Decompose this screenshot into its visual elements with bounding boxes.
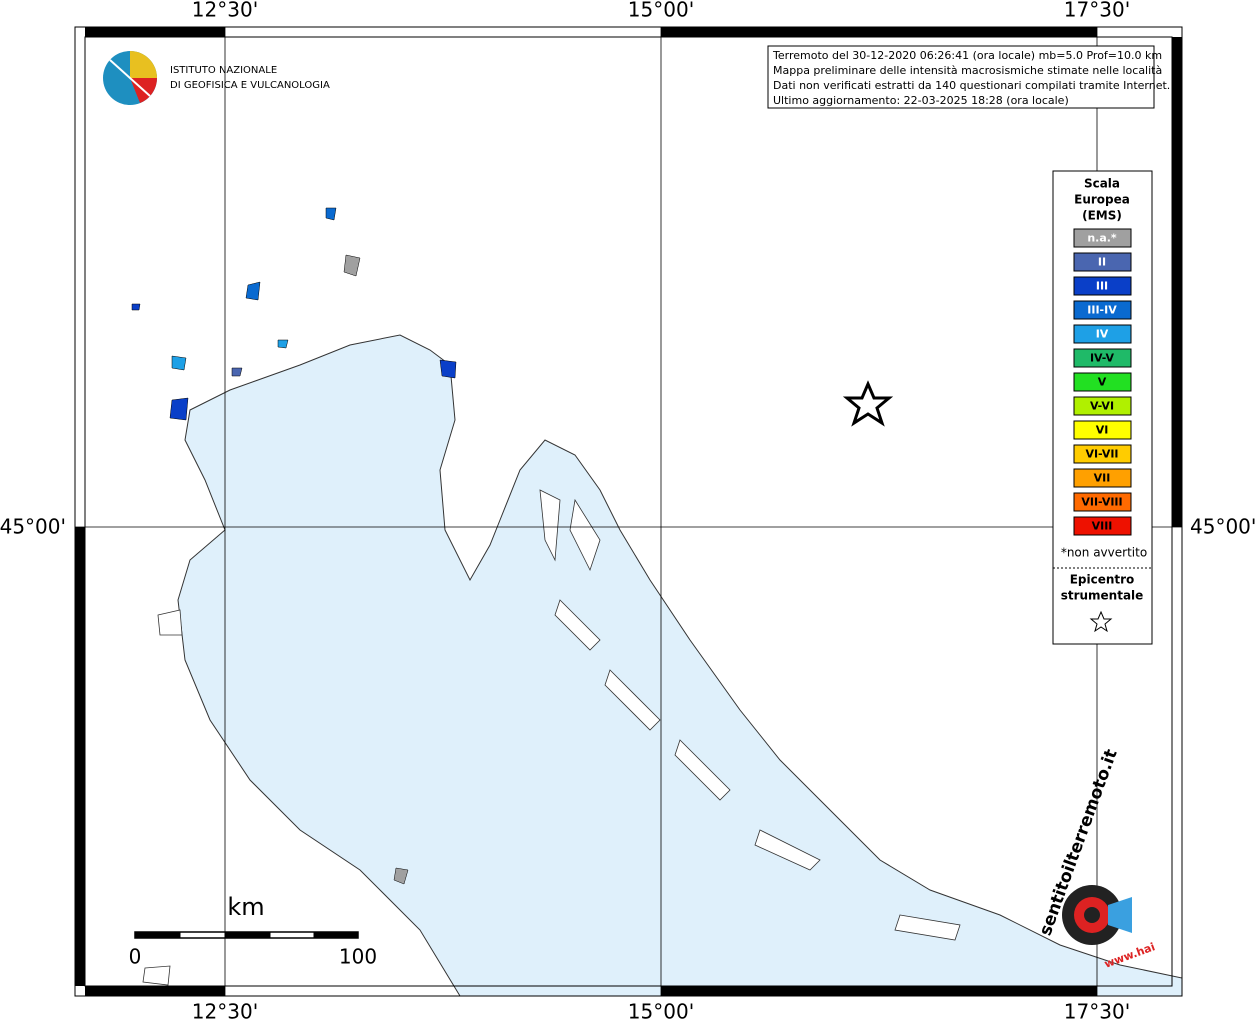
sea xyxy=(177,334,1183,997)
legend-swatch xyxy=(1073,444,1132,464)
legend-epicenter: strumentale xyxy=(1061,589,1144,603)
scale-label: 100 xyxy=(339,945,377,969)
info-line: Dati non verificati estratti da 140 ques… xyxy=(773,79,1170,92)
lon-label: 17°30' xyxy=(1064,0,1130,22)
legend-swatch xyxy=(1073,396,1132,416)
legend-label: VIII xyxy=(1092,520,1113,533)
lon-label: 12°30' xyxy=(192,1000,258,1024)
frame xyxy=(74,26,1183,997)
lat-label: 45°00' xyxy=(0,515,66,539)
legend-note: *non avvertito xyxy=(1061,546,1147,560)
legend-swatch xyxy=(1073,228,1132,248)
epicenter-star xyxy=(842,380,894,427)
legend-swatch xyxy=(1073,468,1132,488)
legend-title: Europea xyxy=(1074,193,1130,207)
legend-label: VI xyxy=(1096,424,1109,437)
lon-label: 15°00' xyxy=(628,0,694,22)
legend-swatch xyxy=(1073,348,1132,368)
lon-label: 17°30' xyxy=(1064,1000,1130,1024)
legend-label: VII-VIII xyxy=(1081,496,1122,509)
logo-line: DI GEOFISICA E VULCANOLOGIA xyxy=(170,80,330,91)
legend-label: VII xyxy=(1094,472,1111,485)
legend-swatch xyxy=(1073,276,1132,296)
legend-title: Scala xyxy=(1084,177,1120,191)
intensity-points xyxy=(131,207,457,885)
info-box xyxy=(767,45,1155,109)
ingv-logo: ISTITUTO NAZIONALE DI GEOFISICA E VULCAN… xyxy=(103,51,330,105)
legend-label: II xyxy=(1098,256,1106,269)
legend-epicenter: Epicentro xyxy=(1070,573,1135,587)
legend-star xyxy=(1089,610,1113,633)
legend-swatch xyxy=(1073,372,1132,392)
legend-swatch xyxy=(1073,420,1132,440)
info-line: Terremoto del 30-12-2020 06:26:41 (ora l… xyxy=(772,49,1162,62)
info-line: Mappa preliminare delle intensità macros… xyxy=(773,64,1162,77)
legend: ScalaEuropea(EMS)n.a.*IIIIIIII-IVIVIV-VV… xyxy=(1053,177,1152,633)
lon-label: 15°00' xyxy=(628,1000,694,1024)
legend-label: V xyxy=(1098,376,1107,389)
legend-swatch xyxy=(1073,252,1132,272)
legend-label: III xyxy=(1096,280,1108,293)
scale-unit: km xyxy=(227,893,264,921)
scale-label: 0 xyxy=(129,945,142,969)
legend-label: III-IV xyxy=(1087,304,1117,317)
legend-label: IV xyxy=(1096,328,1109,341)
legend-label: VI-VII xyxy=(1085,448,1118,461)
legend-swatch xyxy=(1073,324,1132,344)
legend-label: n.a.* xyxy=(1087,232,1117,245)
legend-swatch xyxy=(1073,516,1132,536)
info-lines: Terremoto del 30-12-2020 06:26:41 (ora l… xyxy=(772,49,1170,107)
legend-swatch xyxy=(1073,300,1132,320)
legend-label: V-VI xyxy=(1090,400,1114,413)
info-line: Ultimo aggiornamento: 22-03-2025 18:28 (… xyxy=(773,94,1069,107)
legend-label: IV-V xyxy=(1090,352,1115,365)
islands xyxy=(142,489,961,986)
legend-title: (EMS) xyxy=(1082,209,1122,223)
lat-label: 45°00' xyxy=(1190,515,1255,539)
scale-bar xyxy=(134,931,359,939)
logo-line: ISTITUTO NAZIONALE xyxy=(170,65,277,76)
legend-swatch xyxy=(1073,492,1132,512)
lon-label: 12°30' xyxy=(192,0,258,22)
